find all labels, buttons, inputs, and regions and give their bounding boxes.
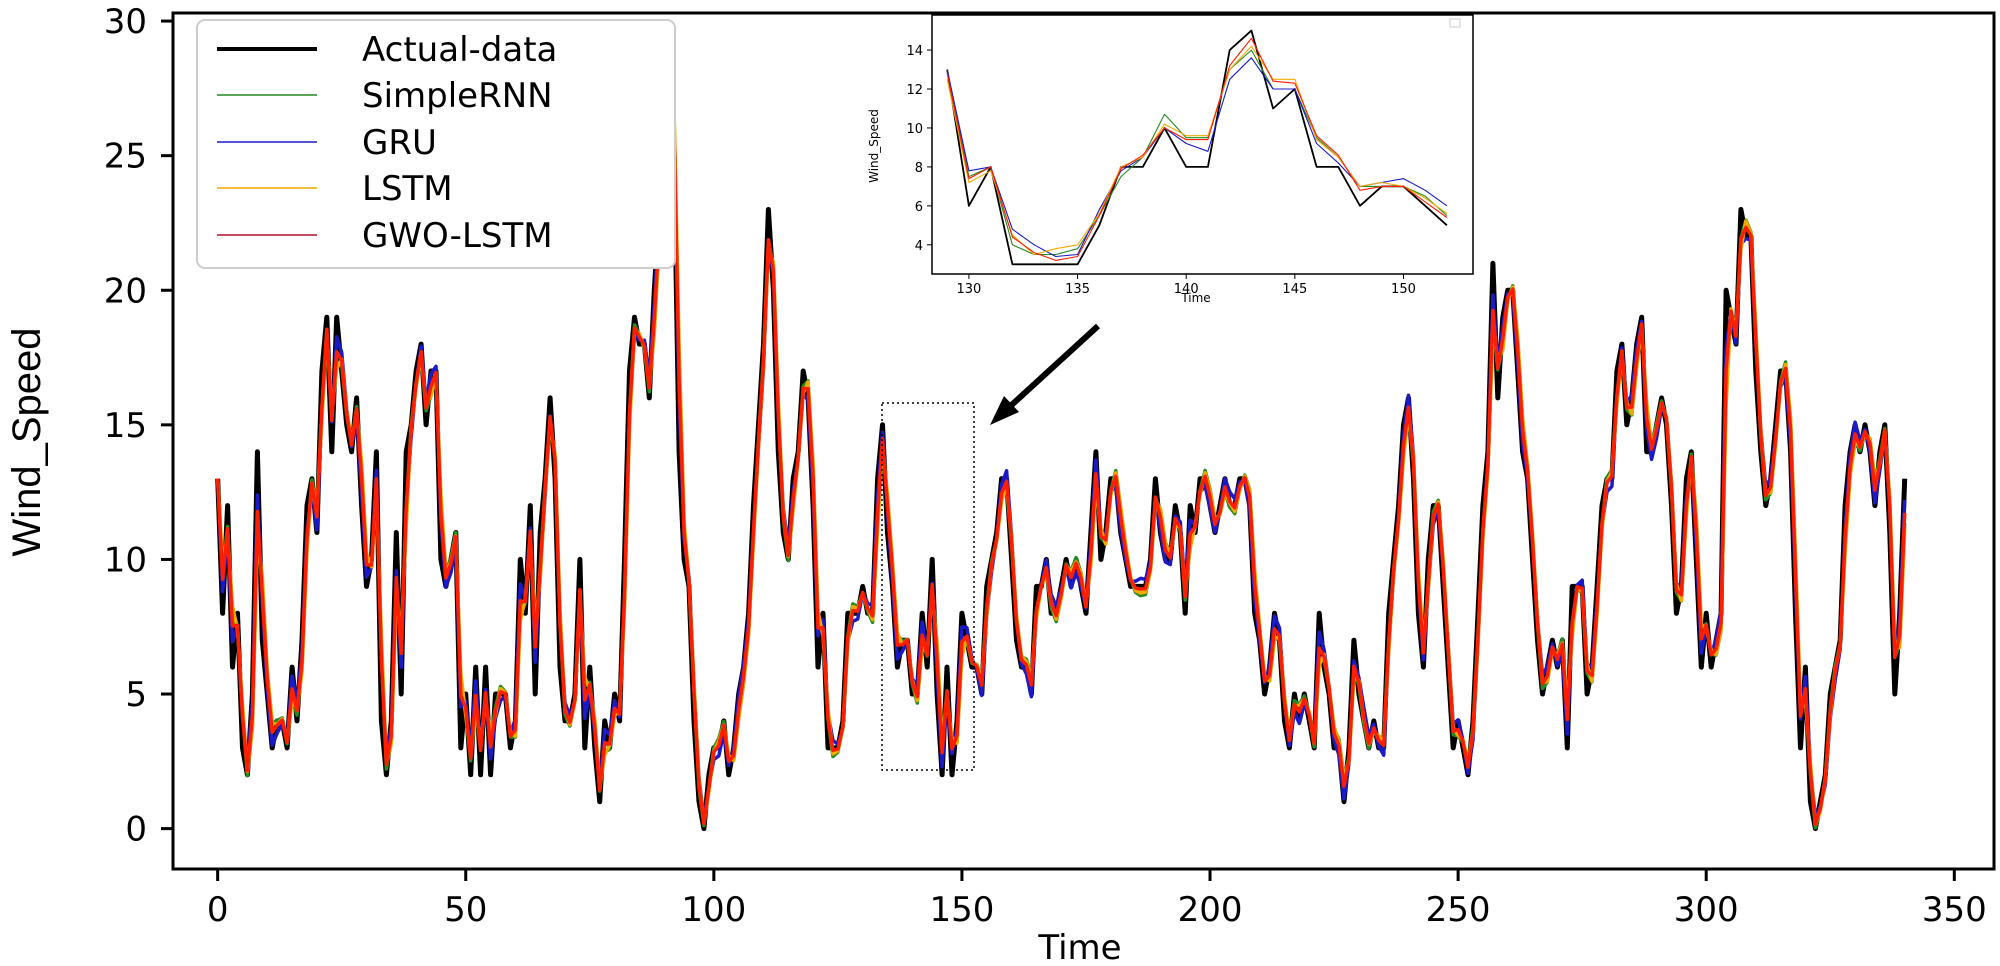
inset-x-tick-label: 150 — [1391, 282, 1416, 297]
inset-y-tick-label: 12 — [906, 83, 923, 98]
legend-label-simplernn: SimpleRNN — [362, 76, 553, 116]
x-axis-label: Time — [1037, 928, 1121, 966]
inset-y-axis-ticks: 4 6 8 10 12 14 — [906, 44, 932, 254]
x-tick-label: 150 — [929, 890, 994, 930]
inset-series-gwo-lstm — [946, 37, 1448, 261]
inset-frame — [931, 14, 1474, 275]
x-tick-label: 100 — [681, 890, 746, 930]
series-layer — [215, 45, 1908, 832]
y-tick-label: 20 — [104, 271, 147, 311]
x-tick-label: 0 — [207, 890, 229, 930]
legend-label-gwo-lstm: GWO-LSTM — [362, 216, 553, 256]
inset-y-axis-label: Wind_Speed — [867, 109, 881, 183]
legend-label-lstm: LSTM — [362, 169, 453, 209]
inset-legend-box — [1449, 18, 1461, 28]
zoom-arrow-head — [990, 396, 1019, 425]
legend-label-gru: GRU — [362, 123, 437, 163]
y-tick-label: 0 — [125, 810, 147, 850]
inset-y-tick-label: 10 — [906, 122, 923, 137]
x-axis-ticks: 0 50 100 150 200 250 300 350 — [207, 869, 1987, 930]
y-tick-label: 5 — [125, 675, 147, 715]
inset-y-tick-label: 8 — [915, 161, 923, 176]
y-tick-label: 15 — [104, 406, 147, 446]
y-axis-ticks: 0 5 10 15 20 25 30 — [104, 2, 173, 850]
y-tick-label: 10 — [104, 540, 147, 580]
legend-box — [196, 19, 676, 269]
inset-chart: 4 6 8 10 12 14 130 135 140 145 150 Time Wind_Spee… — [867, 14, 1475, 305]
x-tick-label: 300 — [1674, 890, 1739, 930]
y-tick-label: 30 — [104, 2, 147, 42]
inset-series-simplernn — [946, 49, 1448, 256]
inset-y-tick-label: 6 — [915, 200, 923, 215]
inset-x-tick-label: 145 — [1282, 282, 1307, 297]
x-tick-label: 250 — [1426, 890, 1491, 930]
legend-label-actual: Actual-data — [362, 30, 557, 70]
zoom-region-box — [881, 402, 975, 771]
inset-x-axis-ticks: 130 135 140 145 150 — [957, 274, 1416, 297]
inset-series-actual-data — [946, 29, 1448, 266]
zoom-arrow-line — [1002, 323, 1101, 414]
inset-y-tick-label: 14 — [906, 44, 923, 59]
inset-x-tick-label: 130 — [957, 282, 982, 297]
x-tick-label: 350 — [1922, 890, 1987, 930]
legend: Actual-data SimpleRNN GRU LSTM GWO-LSTM — [196, 19, 676, 269]
inset-x-axis-label: Time — [1180, 291, 1210, 305]
inset-x-tick-label: 135 — [1065, 282, 1090, 297]
x-tick-label: 200 — [1178, 890, 1243, 930]
series-gwo-lstm — [215, 89, 1907, 826]
inset-y-tick-label: 4 — [915, 239, 923, 254]
y-axis-label: Wind_Speed — [5, 327, 49, 556]
inset-x-tick-label: 140 — [1174, 282, 1199, 297]
x-tick-label: 50 — [444, 890, 487, 930]
y-tick-label: 25 — [104, 137, 147, 177]
inset-series-layer — [946, 29, 1448, 266]
inset-series-lstm — [946, 45, 1448, 256]
